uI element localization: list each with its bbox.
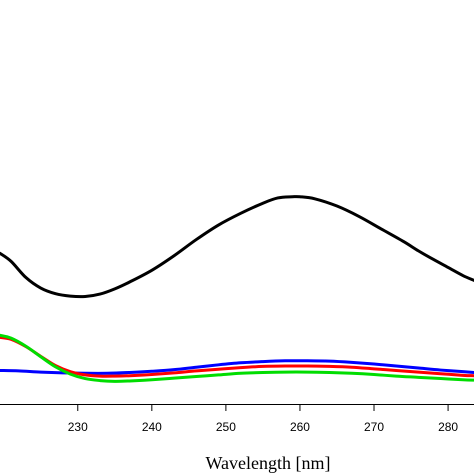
x-tick-label: 240 [142,420,162,434]
x-tick-label: 230 [68,420,88,434]
x-tick-label: 260 [290,420,310,434]
x-tick-label: 250 [216,420,236,434]
series-layer [0,195,474,383]
x-axis-title: Wavelength [nm] [205,453,330,473]
series-line-black [0,195,474,299]
series-line-green [0,333,474,383]
x-tick-label: 280 [438,420,458,434]
x-tick-label: 270 [364,420,384,434]
x-ticks: 230 240 250 260 270 280 [68,404,458,434]
